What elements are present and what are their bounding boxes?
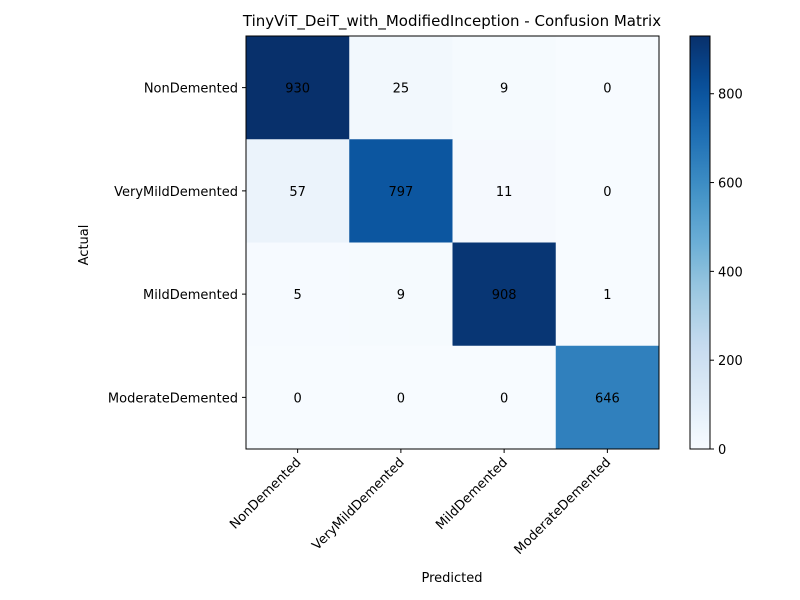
y-tick-label: VeryMildDemented bbox=[114, 185, 238, 200]
heatmap-cell bbox=[452, 242, 557, 347]
colorbar: 0 200 400 600 800 bbox=[689, 35, 743, 458]
cell-value-label: 646 bbox=[595, 391, 620, 406]
cell-value-label: 0 bbox=[397, 391, 405, 406]
heatmap-cell bbox=[452, 139, 557, 243]
heatmap-cell bbox=[246, 36, 350, 140]
cell-value-label: 0 bbox=[603, 185, 611, 200]
heatmap-cell bbox=[555, 139, 660, 243]
heatmap-cell bbox=[246, 242, 350, 347]
colorbar-tick-label: 0 bbox=[718, 443, 726, 458]
cell-value-label: 908 bbox=[492, 288, 517, 303]
heatmap-cell bbox=[349, 139, 453, 243]
colorbar-tick-label: 600 bbox=[718, 177, 743, 192]
x-tick-label: ModerateDemented bbox=[512, 455, 615, 558]
y-tick-label: ModerateDemented bbox=[108, 391, 238, 406]
plot-frame bbox=[245, 35, 660, 450]
cell-value-labels: 930 25 9 0 57 797 11 0 5 9 908 1 0 0 0 646 bbox=[285, 82, 620, 407]
chart-title: TinyViT_DeiT_with_ModifiedInception - Co… bbox=[242, 12, 661, 31]
cell-value-label: 9 bbox=[397, 288, 405, 303]
colorbar-gradient bbox=[689, 35, 711, 450]
cell-value-label: 0 bbox=[500, 391, 508, 406]
cell-value-label: 11 bbox=[496, 185, 513, 200]
heatmap-cell bbox=[349, 242, 453, 347]
x-axis: NonDemented VeryMildDemented MildDemented M… bbox=[227, 449, 614, 558]
colorbar-tick-label: 800 bbox=[718, 88, 743, 103]
x-tick-label: VeryMildDemented bbox=[310, 455, 408, 553]
cell-value-label: 0 bbox=[603, 82, 611, 97]
heatmap-cells bbox=[246, 36, 660, 450]
heatmap-cell bbox=[452, 345, 557, 450]
heatmap-cell bbox=[555, 36, 660, 140]
cell-value-label: 0 bbox=[293, 391, 301, 406]
cell-value-label: 57 bbox=[289, 185, 306, 200]
heatmap-cell bbox=[555, 242, 660, 347]
heatmap-cell bbox=[452, 36, 557, 140]
cell-value-label: 5 bbox=[293, 288, 301, 303]
heatmap-cell bbox=[555, 345, 660, 450]
y-axis: NonDemented VeryMildDemented MildDemented M… bbox=[108, 82, 246, 406]
x-axis-title: Predicted bbox=[421, 571, 482, 586]
colorbar-tick-label: 400 bbox=[718, 265, 743, 280]
cell-value-label: 930 bbox=[285, 82, 310, 97]
y-tick-label: NonDemented bbox=[144, 82, 238, 97]
heatmap-cell bbox=[349, 345, 453, 450]
heatmap-cell bbox=[246, 345, 350, 450]
cell-value-label: 9 bbox=[500, 82, 508, 97]
cell-value-label: 797 bbox=[388, 185, 413, 200]
cell-value-label: 1 bbox=[603, 288, 611, 303]
x-tick-label: NonDemented bbox=[227, 455, 304, 532]
y-axis-title: Actual bbox=[77, 225, 92, 266]
heatmap-cell bbox=[246, 139, 350, 243]
y-tick-label: MildDemented bbox=[143, 288, 238, 303]
colorbar-tick-label: 200 bbox=[718, 354, 743, 369]
x-tick-label: MildDemented bbox=[433, 455, 511, 533]
heatmap-cell bbox=[349, 36, 453, 140]
cell-value-label: 25 bbox=[393, 82, 410, 97]
